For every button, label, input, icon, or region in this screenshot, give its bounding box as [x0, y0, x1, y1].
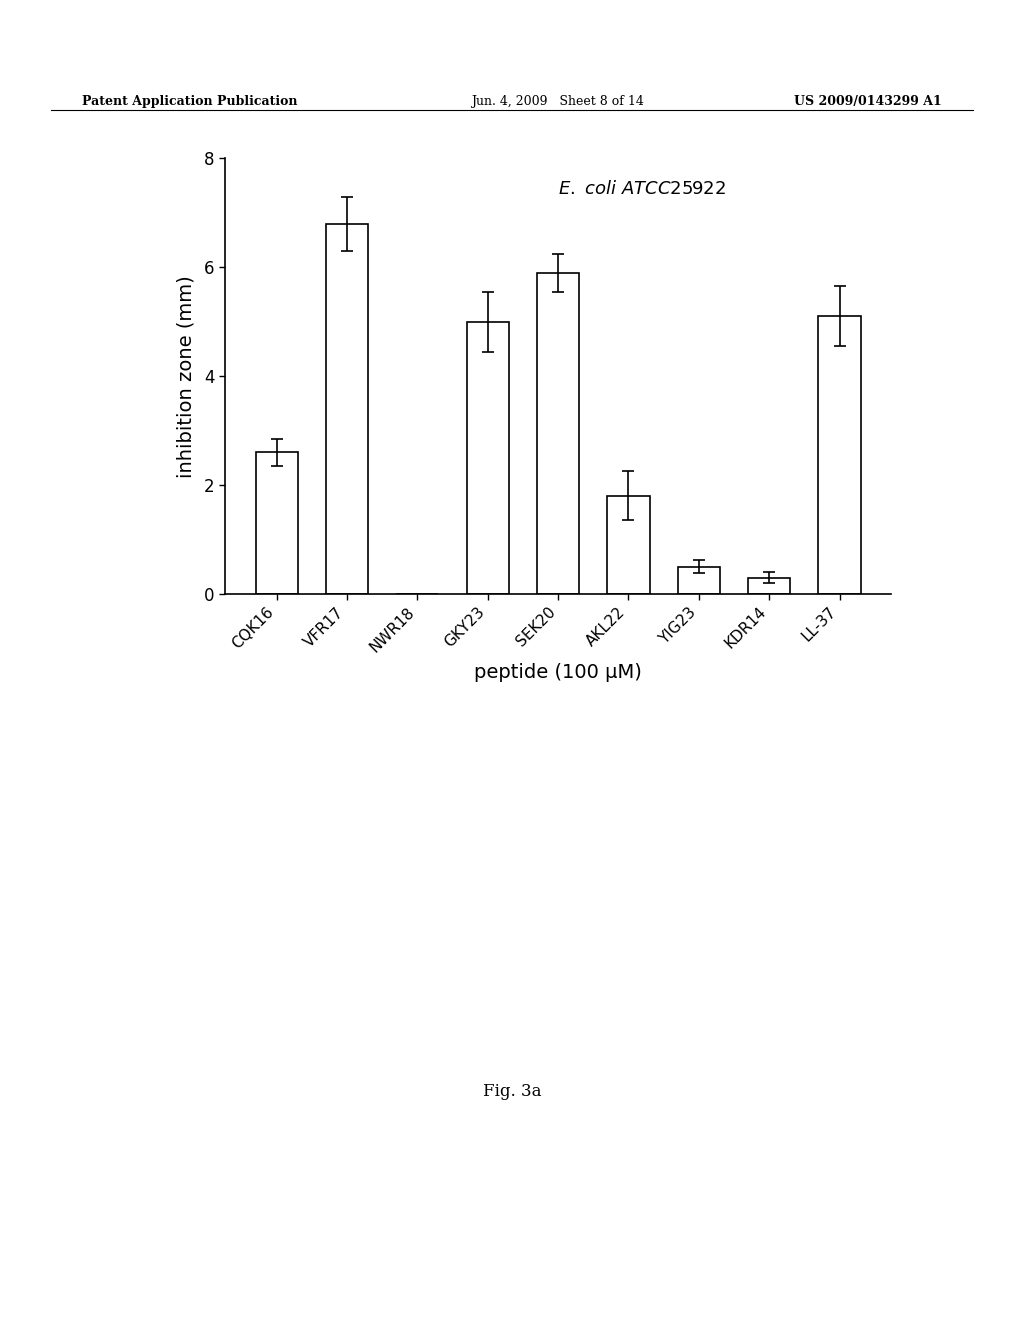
Bar	[467, 322, 509, 594]
Text: US 2009/0143299 A1: US 2009/0143299 A1	[795, 95, 942, 108]
Text: $\mathit{E.\ coli\ ATCC25922}$: $\mathit{E.\ coli\ ATCC25922}$	[558, 180, 726, 198]
Bar	[678, 566, 720, 594]
Bar	[326, 223, 368, 594]
Text: Patent Application Publication: Patent Application Publication	[82, 95, 297, 108]
Y-axis label: inhibition zone (mm): inhibition zone (mm)	[177, 275, 196, 478]
Text: Jun. 4, 2009   Sheet 8 of 14: Jun. 4, 2009 Sheet 8 of 14	[471, 95, 644, 108]
Bar	[256, 453, 298, 594]
Bar	[537, 273, 580, 594]
Bar	[818, 317, 860, 594]
Text: Fig. 3a: Fig. 3a	[482, 1082, 542, 1100]
X-axis label: peptide (100 μM): peptide (100 μM)	[474, 663, 642, 682]
Bar	[749, 578, 791, 594]
Bar	[607, 496, 649, 594]
